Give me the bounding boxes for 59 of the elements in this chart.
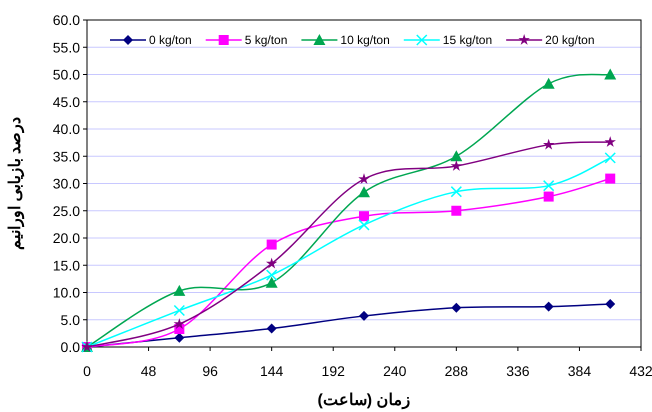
x-tick-label: 288 (444, 363, 468, 379)
point (359, 310, 369, 321)
point (266, 276, 278, 288)
y-tick-label: 60.0 (52, 12, 80, 28)
y-tick-label: 10.0 (52, 284, 80, 300)
x-tick-label: 48 (140, 363, 157, 379)
x-tick-label: 96 (202, 363, 218, 379)
point (450, 150, 462, 162)
y-tick-label: 0.0 (60, 339, 80, 355)
point (358, 173, 370, 184)
point (605, 174, 616, 184)
point (266, 269, 278, 281)
point (359, 211, 369, 222)
x-tick-label: 192 (322, 363, 346, 379)
x-tick-label: 144 (260, 363, 284, 379)
y-tick-label: 20.0 (52, 230, 80, 246)
point (604, 152, 616, 164)
y-axis-title: درصد بازیابی اورانیم (7, 117, 25, 250)
point (451, 206, 462, 216)
y-tick-label: 5.0 (60, 312, 80, 328)
x-tick-label: 240 (383, 363, 407, 379)
point (542, 78, 555, 89)
point (358, 219, 370, 231)
x-tick-label: 432 (629, 363, 652, 379)
point (174, 304, 186, 316)
point (604, 136, 616, 147)
y-tick-label: 55.0 (52, 39, 80, 56)
point (173, 284, 186, 296)
point (605, 298, 616, 309)
point (358, 186, 370, 198)
x-tick-label: 336 (506, 363, 530, 379)
x-axis-title: زمان (ساعت) (317, 392, 411, 410)
legend-label: 10 kg/ton (340, 33, 390, 47)
point (174, 332, 184, 343)
legend-label: 5 kg/ton (244, 33, 288, 47)
y-tick-label: 50.0 (52, 66, 80, 82)
point (266, 258, 278, 268)
point (450, 160, 462, 171)
point (266, 240, 277, 250)
y-tick-label: 40.0 (52, 121, 80, 137)
point (174, 318, 186, 329)
y-tick-label: 25.0 (52, 202, 80, 219)
y-tick-label: 45.0 (52, 94, 80, 110)
x-tick-label: 384 (568, 363, 592, 379)
point (266, 323, 277, 334)
legend-label: 15 kg/ton (442, 33, 492, 47)
point (544, 302, 554, 312)
point (451, 302, 462, 313)
point (544, 192, 554, 202)
y-tick-label: 30.0 (52, 176, 80, 192)
legend-label: 20 kg/ton (545, 33, 595, 47)
point (542, 180, 554, 192)
point (604, 68, 616, 80)
point (450, 186, 462, 198)
y-tick-label: 35.0 (52, 148, 80, 164)
y-tick-label: 15.0 (52, 257, 80, 274)
x-tick-label: 0 (83, 363, 92, 379)
point (542, 138, 554, 150)
legend-label: 0 kg/ton (149, 33, 192, 47)
